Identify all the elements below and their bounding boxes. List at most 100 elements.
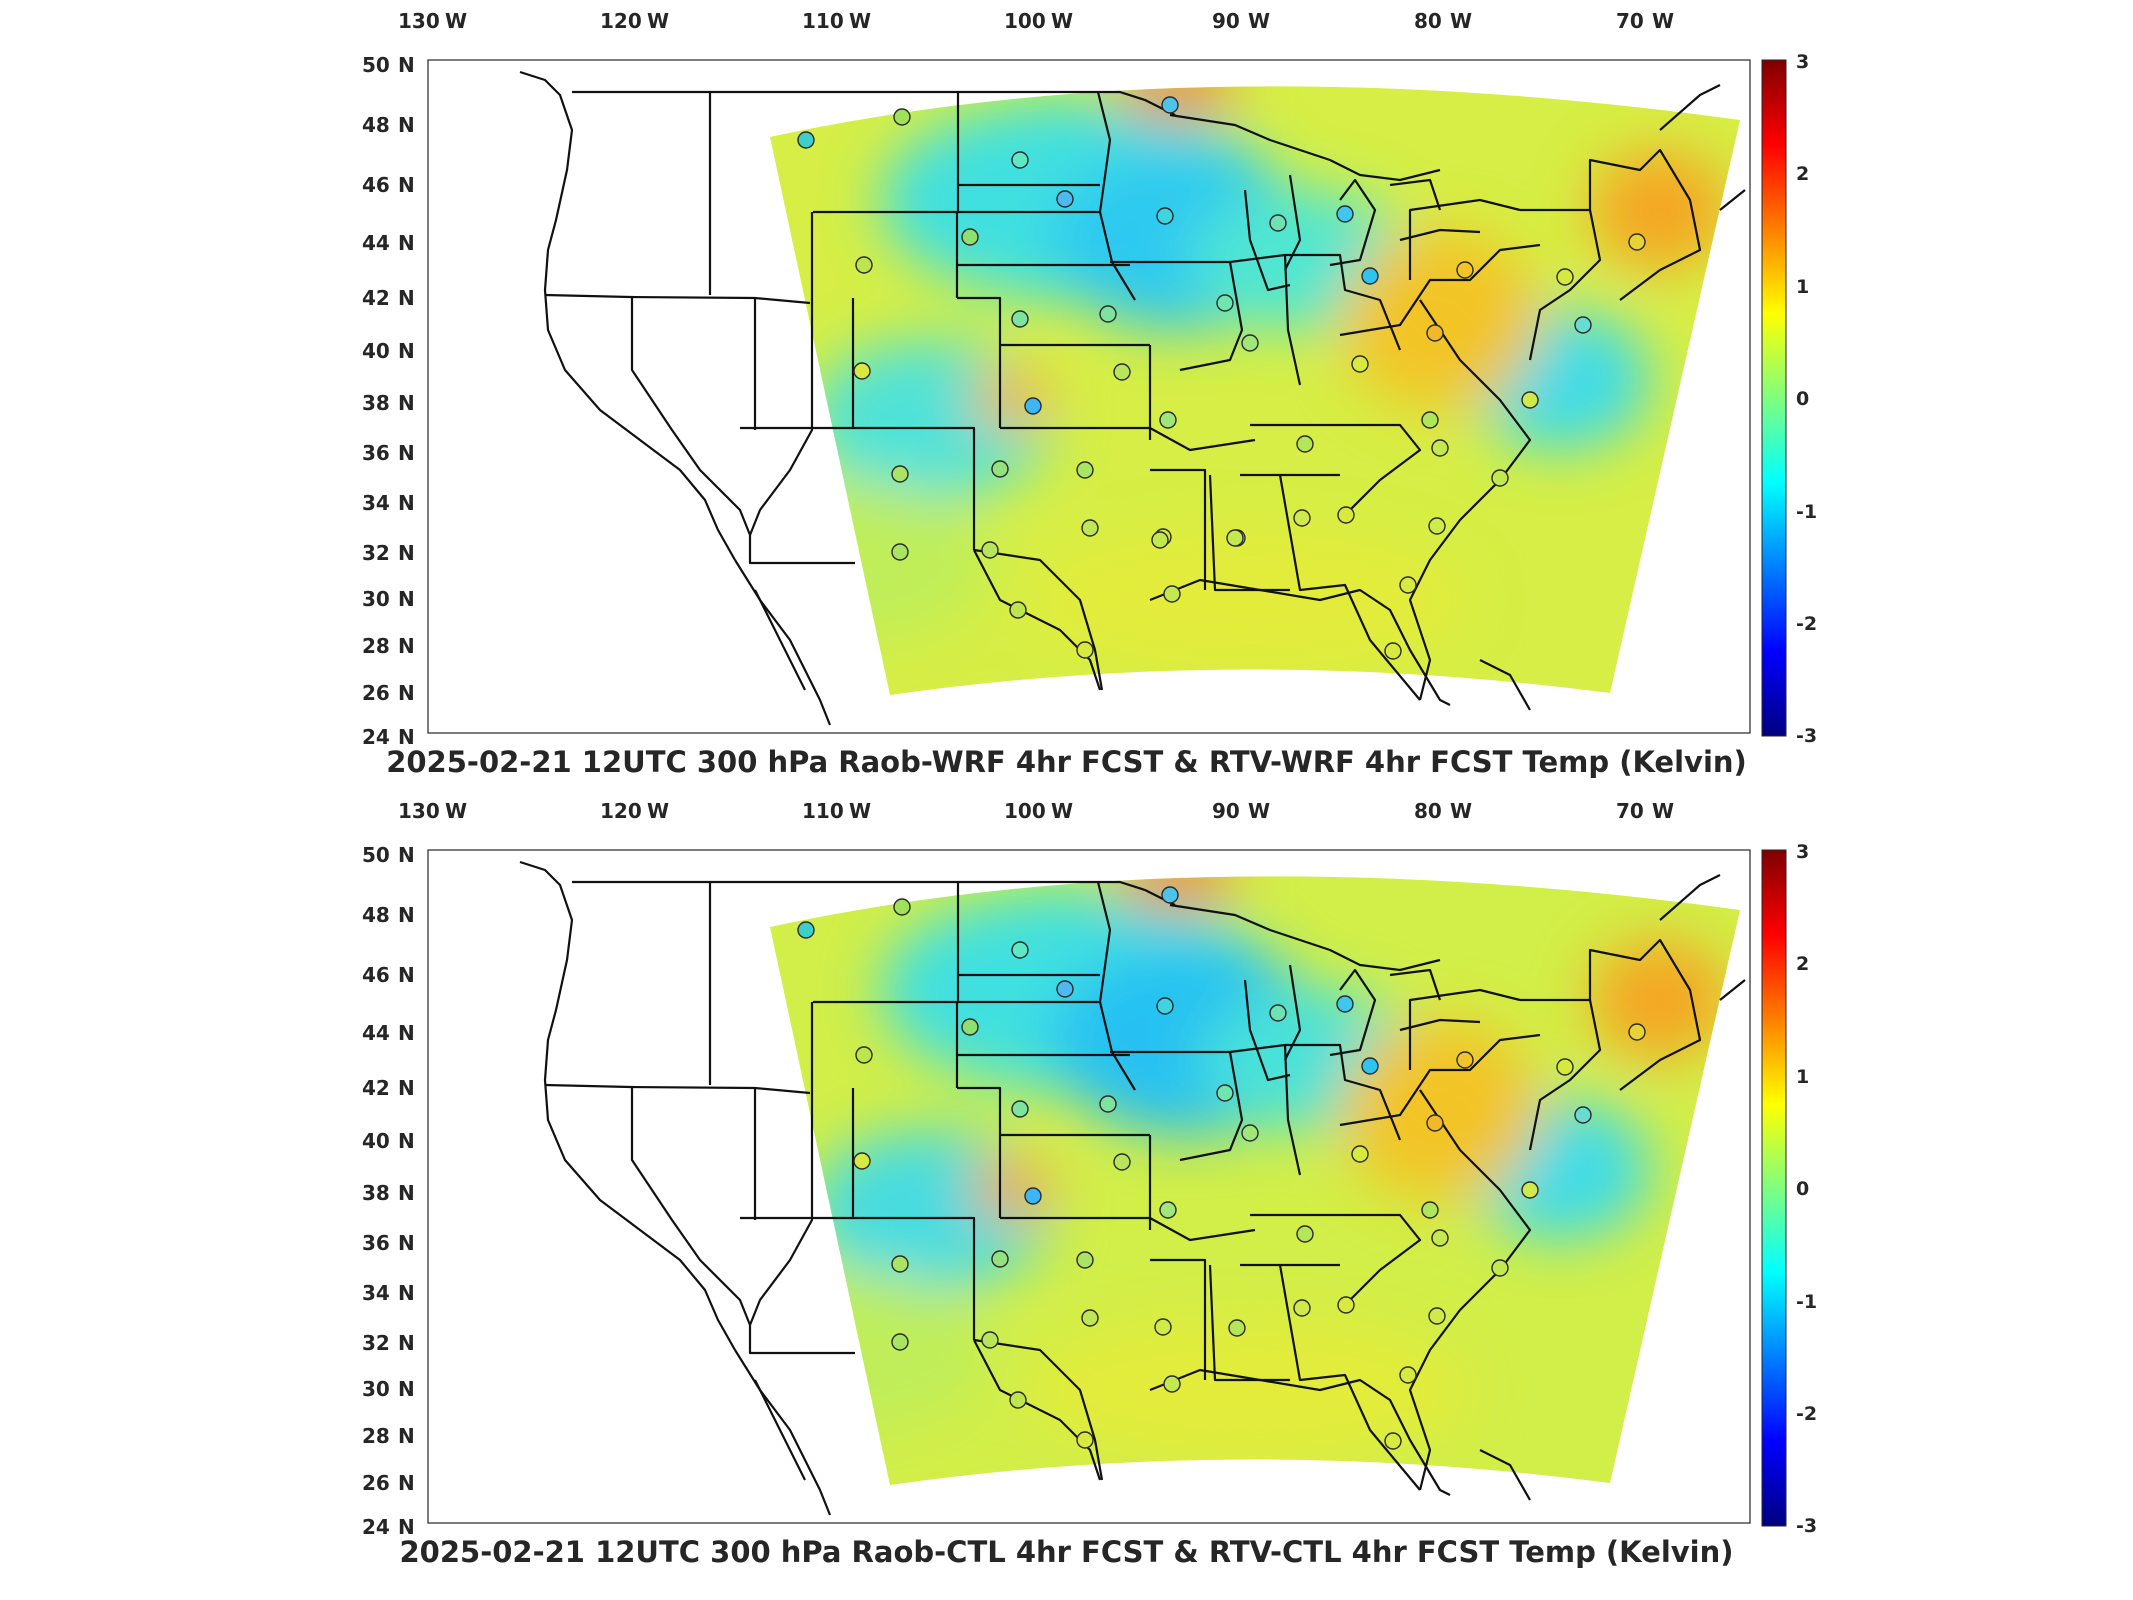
station-marker	[1099, 1095, 1117, 1113]
us-state-boundaries	[519, 70, 1746, 726]
lat-label: 44	[362, 231, 390, 255]
station-marker	[1076, 461, 1094, 479]
station-marker	[1351, 355, 1369, 373]
lat-label: 32	[362, 541, 390, 565]
station-marker	[893, 898, 911, 916]
station-marker	[797, 921, 815, 939]
station-marker	[1361, 267, 1379, 285]
station-marker	[1156, 207, 1174, 225]
lon-suffix-70: W	[1652, 799, 1674, 823]
station-marker	[981, 1331, 999, 1349]
station-marker	[1361, 1057, 1379, 1075]
lon-label-80: 80	[1414, 9, 1442, 33]
station-marker	[1228, 1319, 1246, 1337]
station-marker	[1556, 1058, 1574, 1076]
longitude-labels: 130 W 120 W 110 W 100 W 90 W 80 W 70 W	[398, 799, 1674, 823]
colorbar: 3 2 1 0 -1 -2 -3	[1761, 841, 1817, 1537]
station-marker	[1428, 517, 1446, 535]
station-marker	[1159, 411, 1177, 429]
lat-label: 38	[362, 1181, 390, 1205]
station-marker	[1024, 1187, 1042, 1205]
top-map-svg: 130 W 120 W 110 W 100 W 90 W 80 W 70 W 5…	[362, 9, 1817, 749]
station-marker	[1556, 268, 1574, 286]
station-marker	[855, 256, 873, 274]
colorbar-tick: -3	[1796, 725, 1817, 747]
bottom-map-svg: 130 W 120 W 110 W 100 W 90 W 80 W 70 W 5…	[362, 799, 1817, 1539]
lon-label-120: 120	[600, 799, 642, 823]
lon-suffix-70: W	[1652, 9, 1674, 33]
colorbar-gradient	[1761, 849, 1787, 1527]
station-marker	[1081, 519, 1099, 537]
station-marker	[1426, 324, 1444, 342]
station-marker	[1336, 205, 1354, 223]
lat-label: 24	[362, 1515, 390, 1539]
lat-suffix: N	[398, 1515, 415, 1539]
colorbar-gradient	[1761, 59, 1787, 737]
colorbar-tick: 2	[1796, 163, 1809, 185]
lat-suffix: N	[398, 173, 415, 197]
station-marker	[1163, 1375, 1181, 1393]
station-marker	[1337, 506, 1355, 524]
station-marker	[1163, 585, 1181, 603]
panel-title: 2025-02-21 12UTC 300 hPa Raob-WRF 4hr FC…	[386, 745, 1747, 779]
station-marker	[1426, 1114, 1444, 1132]
station-marker	[1161, 96, 1179, 114]
station-marker	[1351, 1145, 1369, 1163]
station-marker	[1154, 1318, 1172, 1336]
station-marker	[961, 228, 979, 246]
lat-label: 26	[362, 681, 390, 705]
latitude-labels: 50 N 48 N 46 N 44 N 42 N 40 N 38 N 36 N 34 N 32 N …	[362, 53, 415, 749]
colorbar-tick: -2	[1796, 1403, 1817, 1425]
lat-label: 30	[362, 587, 390, 611]
lon-label-120: 120	[600, 9, 642, 33]
lat-label: 24	[362, 725, 390, 749]
lon-label-80: 80	[1414, 799, 1442, 823]
lat-label: 30	[362, 1377, 390, 1401]
lat-suffix: N	[398, 587, 415, 611]
lat-label: 48	[362, 903, 390, 927]
station-marker	[893, 108, 911, 126]
lon-suffix-80: W	[1450, 799, 1472, 823]
station-marker	[1421, 1201, 1439, 1219]
station-marker	[1161, 886, 1179, 904]
lat-label: 46	[362, 963, 390, 987]
station-marker	[1099, 305, 1117, 323]
lat-label: 36	[362, 1231, 390, 1255]
bottom-map-panel: 130 W 120 W 110 W 100 W 90 W 80 W 70 W 5…	[0, 790, 2133, 1580]
lat-suffix: N	[398, 1471, 415, 1495]
lon-label-100: 100	[1004, 9, 1046, 33]
colorbar-tick: -1	[1796, 501, 1817, 523]
station-marker	[1269, 1004, 1287, 1022]
station-marker	[1521, 391, 1539, 409]
station-marker	[991, 460, 1009, 478]
colorbar-tick: -2	[1796, 613, 1817, 635]
lat-suffix: N	[398, 963, 415, 987]
lat-suffix: N	[398, 1021, 415, 1045]
lat-suffix: N	[398, 1181, 415, 1205]
station-marker	[1011, 310, 1029, 328]
station-marker	[1076, 641, 1094, 659]
lat-label: 44	[362, 1021, 390, 1045]
station-marker	[961, 1018, 979, 1036]
station-marker	[1269, 214, 1287, 232]
station-marker	[1011, 151, 1029, 169]
longitude-labels: 130 W 120 W 110 W 100 W 90 W 80 W 70 W	[398, 9, 1674, 33]
station-marker	[981, 541, 999, 559]
lat-suffix: N	[398, 391, 415, 415]
lon-suffix-120: W	[647, 9, 669, 33]
lat-label: 28	[362, 1424, 390, 1448]
station-marker	[891, 465, 909, 483]
lon-label-130: 130	[398, 9, 440, 33]
station-marker	[1337, 1296, 1355, 1314]
lat-suffix: N	[398, 1424, 415, 1448]
lat-suffix: N	[398, 113, 415, 137]
station-marker	[797, 131, 815, 149]
colorbar-tick: -3	[1796, 1515, 1817, 1537]
station-marker	[991, 1250, 1009, 1268]
station-marker	[1428, 1307, 1446, 1325]
lat-suffix: N	[398, 903, 415, 927]
lat-suffix: N	[398, 53, 415, 77]
lon-label-110: 110	[802, 799, 844, 823]
station-marker	[1384, 1432, 1402, 1450]
colorbar-tick: 1	[1796, 1066, 1809, 1088]
